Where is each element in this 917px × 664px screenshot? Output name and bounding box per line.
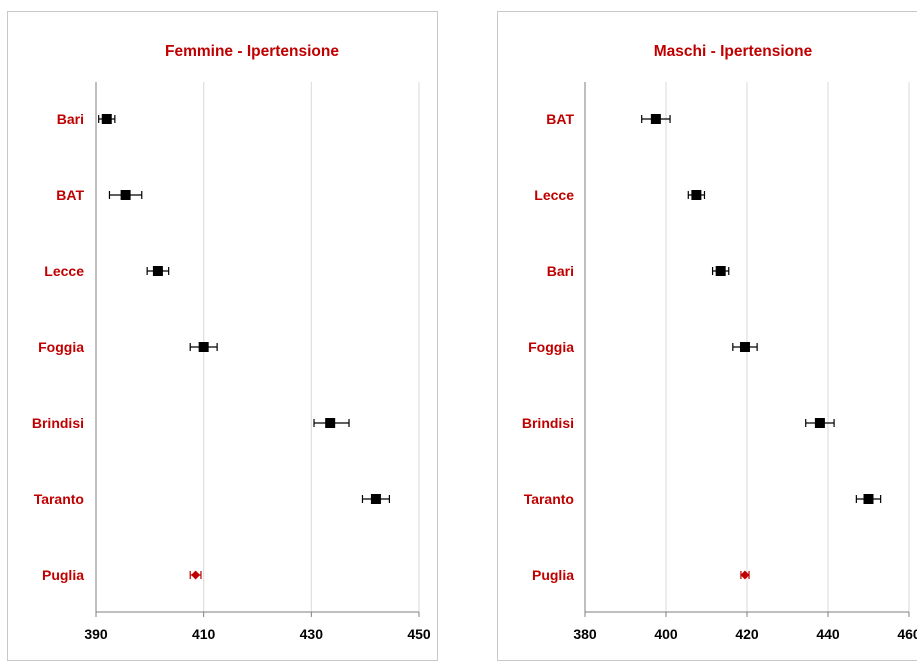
chart-svg-maschi: Maschi - Ipertensione 380 400 420 440 460 BA… [522,43,917,642]
data-point-square [739,342,750,352]
category-label: Bari [57,111,84,127]
category-label: Brindisi [32,415,84,431]
x-tick-label: 440 [816,626,840,642]
category-label: Lecce [534,187,574,203]
data-point-square [198,342,209,352]
data-point-square [370,494,381,504]
data-point-square [691,190,702,200]
category-label: Foggia [38,339,84,355]
category-label: Puglia [42,567,84,583]
data-point-diamond [191,570,201,580]
category-label: Puglia [532,567,574,583]
chart-title: Maschi - Ipertensione [654,43,813,60]
category-label: Foggia [528,339,574,355]
x-tick-label: 420 [735,626,759,642]
x-tick-label: 450 [407,626,431,642]
data-point-square [325,418,336,428]
category-label: Taranto [34,491,84,507]
data-point-square [120,190,131,200]
category-label: Brindisi [522,415,574,431]
category-label: Lecce [44,263,84,279]
x-tick-label: 460 [897,626,917,642]
chart-panel-maschi: Maschi - Ipertensione 380 400 420 440 460 BA… [497,11,917,661]
x-tick-label: 430 [300,626,324,642]
data-point-square [814,418,825,428]
category-label: Taranto [524,491,574,507]
data-point-square [101,114,112,124]
x-tick-label: 400 [654,626,678,642]
data-point-square [863,494,874,504]
x-tick-label: 380 [573,626,597,642]
chart-svg-femmine: Femmine - Ipertensione 390 410 430 450 Bari… [32,43,431,642]
x-tick-label: 410 [192,626,216,642]
category-label: BAT [546,111,574,127]
data-point-square [715,266,726,276]
data-point-square [650,114,661,124]
category-label: Bari [547,263,574,279]
data-point-diamond [740,570,750,580]
chart-panel-femmine: Femmine - Ipertensione 390 410 430 450 Bari… [7,11,438,661]
x-tick-label: 390 [84,626,108,642]
data-point-square [152,266,163,276]
chart-title: Femmine - Ipertensione [165,43,339,60]
category-label: BAT [56,187,84,203]
